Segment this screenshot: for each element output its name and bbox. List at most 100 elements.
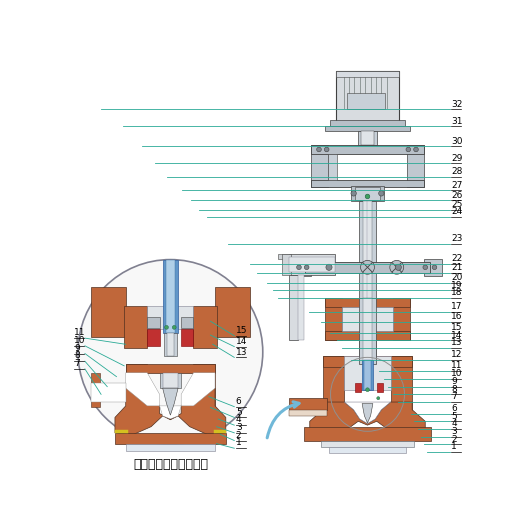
- Bar: [325, 331, 410, 340]
- Bar: [325, 126, 410, 131]
- Bar: [351, 186, 384, 201]
- Polygon shape: [163, 388, 178, 415]
- Bar: [325, 298, 410, 307]
- Text: 11: 11: [74, 328, 85, 337]
- Text: 5: 5: [451, 412, 457, 421]
- Bar: [363, 298, 372, 364]
- Text: 5: 5: [236, 408, 242, 417]
- Bar: [342, 307, 393, 331]
- Text: 17: 17: [451, 302, 463, 311]
- Bar: [289, 254, 335, 275]
- Bar: [358, 131, 377, 145]
- Bar: [355, 187, 380, 200]
- Text: 4: 4: [236, 415, 241, 424]
- Text: 23: 23: [451, 235, 463, 243]
- Bar: [355, 383, 362, 392]
- Circle shape: [361, 260, 375, 274]
- Text: 24: 24: [451, 208, 463, 217]
- Bar: [364, 360, 370, 391]
- Text: 28: 28: [451, 168, 463, 177]
- Circle shape: [304, 265, 309, 270]
- Text: 10: 10: [451, 369, 463, 378]
- Text: 25: 25: [451, 200, 463, 209]
- Bar: [282, 254, 291, 275]
- Text: 27: 27: [451, 181, 463, 190]
- Polygon shape: [310, 402, 425, 439]
- Text: 14: 14: [451, 330, 463, 340]
- Text: 32: 32: [451, 100, 463, 109]
- Bar: [115, 433, 226, 444]
- Text: 3: 3: [236, 423, 242, 432]
- Text: 8: 8: [74, 352, 80, 360]
- Polygon shape: [126, 373, 159, 406]
- Bar: [298, 275, 304, 340]
- Text: 液下泵底部局部放大图: 液下泵底部局部放大图: [133, 458, 208, 471]
- Bar: [311, 145, 328, 187]
- Bar: [215, 287, 250, 337]
- Bar: [311, 145, 424, 154]
- Bar: [359, 298, 376, 364]
- Bar: [181, 317, 193, 328]
- Bar: [181, 329, 193, 346]
- Bar: [323, 356, 344, 409]
- Text: 30: 30: [451, 136, 463, 145]
- Bar: [91, 287, 126, 337]
- Circle shape: [395, 264, 401, 270]
- Bar: [166, 260, 175, 333]
- Circle shape: [325, 147, 329, 152]
- Bar: [377, 383, 383, 392]
- Polygon shape: [181, 373, 215, 406]
- Text: 26: 26: [451, 191, 463, 200]
- Text: 21: 21: [451, 263, 463, 272]
- Text: 15: 15: [451, 323, 463, 332]
- Bar: [321, 441, 414, 447]
- Polygon shape: [159, 406, 181, 419]
- Text: 2: 2: [451, 435, 457, 444]
- Bar: [147, 317, 159, 328]
- Circle shape: [317, 147, 321, 152]
- Bar: [159, 373, 181, 388]
- Text: 3: 3: [451, 427, 457, 436]
- Bar: [163, 373, 178, 388]
- Bar: [329, 447, 406, 453]
- Circle shape: [326, 264, 332, 270]
- Bar: [359, 201, 376, 383]
- Circle shape: [379, 191, 384, 196]
- Bar: [289, 275, 298, 340]
- Polygon shape: [344, 402, 391, 424]
- Text: 14: 14: [236, 337, 247, 346]
- Bar: [147, 329, 159, 346]
- Text: 2: 2: [236, 431, 241, 440]
- Text: 12: 12: [451, 350, 463, 359]
- Circle shape: [414, 147, 418, 152]
- Bar: [362, 131, 374, 145]
- Circle shape: [390, 260, 404, 274]
- Bar: [147, 306, 193, 329]
- Bar: [289, 409, 327, 416]
- Bar: [336, 71, 399, 77]
- Text: 6: 6: [451, 404, 457, 413]
- Bar: [393, 298, 410, 340]
- Bar: [167, 333, 174, 356]
- Text: 31: 31: [451, 116, 463, 125]
- Bar: [293, 259, 311, 276]
- Bar: [91, 383, 126, 402]
- Circle shape: [365, 194, 370, 199]
- Text: 8: 8: [451, 385, 457, 394]
- Text: 19: 19: [451, 280, 463, 290]
- Text: 1: 1: [236, 438, 242, 447]
- Bar: [311, 180, 424, 187]
- Circle shape: [366, 388, 369, 392]
- Bar: [391, 356, 412, 409]
- Text: 16: 16: [451, 312, 463, 321]
- Circle shape: [406, 147, 411, 152]
- Bar: [407, 145, 424, 187]
- Bar: [124, 306, 147, 348]
- Bar: [278, 254, 290, 259]
- Text: 13: 13: [451, 338, 463, 347]
- Text: 1: 1: [451, 442, 457, 451]
- Text: 18: 18: [451, 288, 463, 297]
- Polygon shape: [115, 388, 226, 435]
- Bar: [424, 259, 442, 276]
- Bar: [336, 71, 399, 122]
